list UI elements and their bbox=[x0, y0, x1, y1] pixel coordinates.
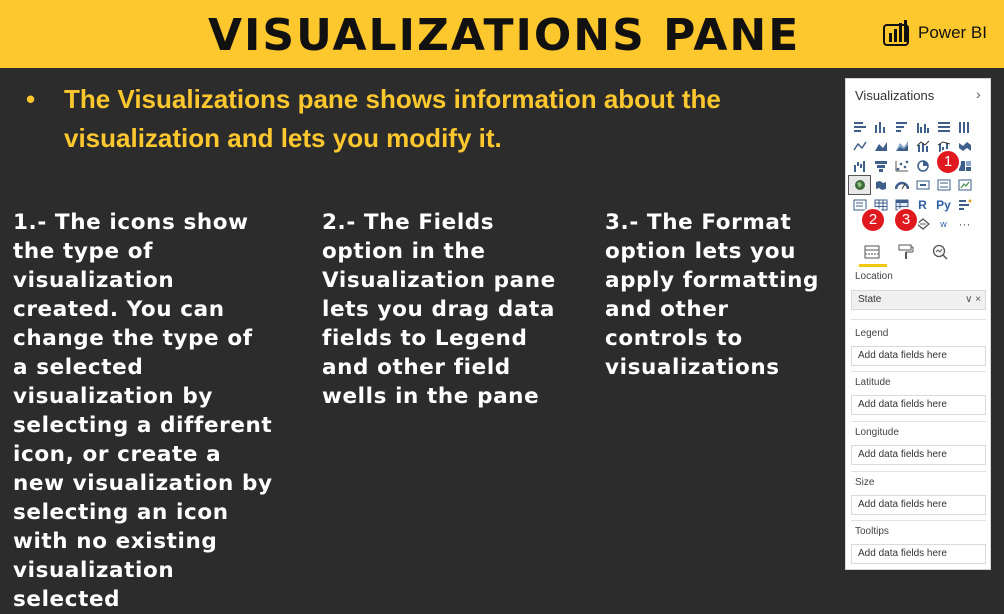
power-bi-logo: Power BI bbox=[882, 16, 987, 50]
line-chart-icon[interactable] bbox=[849, 137, 870, 155]
icon-row bbox=[849, 137, 989, 157]
treemap-icon[interactable] bbox=[954, 157, 975, 175]
area-chart-icon[interactable] bbox=[870, 137, 891, 155]
funnel-icon[interactable] bbox=[870, 157, 891, 175]
tooltips-well[interactable]: Add data fields here bbox=[851, 544, 986, 564]
gauge-icon[interactable] bbox=[891, 176, 912, 194]
chevron-right-icon[interactable]: › bbox=[976, 86, 981, 102]
latitude-well[interactable]: Add data fields here bbox=[851, 395, 986, 415]
table-icon[interactable] bbox=[870, 196, 891, 214]
page-title: VISUALIZATIONS PANE bbox=[208, 10, 801, 61]
intro-text: The Visualizations pane shows informatio… bbox=[64, 84, 721, 153]
stacked-column-chart-icon[interactable] bbox=[870, 118, 891, 136]
r-visual-icon[interactable]: R bbox=[918, 197, 927, 212]
filled-map-icon[interactable] bbox=[870, 176, 891, 194]
well-label-latitude: Latitude bbox=[855, 377, 891, 388]
stacked-area-chart-icon[interactable] bbox=[891, 137, 912, 155]
well-label-size: Size bbox=[855, 477, 875, 488]
pane-title: Visualizations bbox=[855, 88, 935, 103]
slicer-icon[interactable] bbox=[849, 196, 870, 214]
pie-chart-icon[interactable] bbox=[912, 157, 933, 175]
word-cloud-icon[interactable]: w bbox=[940, 219, 947, 230]
format-explanation: 3.- The Format option lets you apply for… bbox=[605, 210, 820, 380]
callout-badge-1: 1 bbox=[935, 149, 961, 175]
fields-icon[interactable] bbox=[859, 240, 885, 264]
card-icon[interactable] bbox=[912, 176, 933, 194]
pane-tabs bbox=[851, 237, 987, 267]
icon-row: R Py bbox=[849, 195, 989, 215]
location-value: State bbox=[858, 294, 882, 305]
fields-explanation: 2.- The Fields option in the Visualizati… bbox=[322, 210, 556, 409]
bullet-marker: • bbox=[26, 84, 36, 114]
ribbon-chart-icon[interactable] bbox=[954, 137, 975, 155]
100-stacked-column-chart-icon[interactable] bbox=[954, 118, 975, 136]
clustered-bar-chart-icon[interactable] bbox=[891, 118, 912, 136]
size-well[interactable]: Add data fields here bbox=[851, 495, 986, 515]
multi-row-card-icon[interactable] bbox=[933, 176, 954, 194]
icon-row bbox=[849, 117, 989, 137]
format-paintroller-icon[interactable] bbox=[893, 240, 919, 264]
callout-badge-3: 3 bbox=[893, 207, 919, 233]
waterfall-chart-icon[interactable] bbox=[849, 157, 870, 175]
kpi-icon[interactable] bbox=[954, 176, 975, 194]
well-label-longitude: Longitude bbox=[855, 427, 899, 438]
icon-row bbox=[849, 156, 989, 176]
line-and-column-chart-icon[interactable] bbox=[912, 137, 933, 155]
icon-row bbox=[848, 175, 989, 196]
power-bi-icon bbox=[883, 20, 909, 46]
brand-label: Power BI bbox=[918, 23, 987, 42]
analytics-icon[interactable] bbox=[927, 240, 953, 264]
well-label-legend: Legend bbox=[855, 328, 889, 339]
well-divider bbox=[851, 421, 986, 422]
ellipsis-icon[interactable]: ··· bbox=[958, 217, 971, 232]
well-divider bbox=[851, 471, 986, 472]
well-divider bbox=[851, 319, 986, 320]
well-label-location: Location bbox=[855, 271, 893, 282]
title-banner: VISUALIZATIONS PANE Power BI bbox=[0, 0, 1004, 68]
visualizations-pane: Visualizations › bbox=[845, 78, 991, 570]
well-divider bbox=[851, 520, 986, 521]
scatter-chart-icon[interactable] bbox=[891, 157, 912, 175]
well-label-tooltips: Tooltips bbox=[855, 526, 889, 537]
visual-icon-grid: R Py w ··· bbox=[848, 117, 989, 234]
active-tab-indicator bbox=[859, 264, 887, 267]
stacked-bar-chart-icon[interactable] bbox=[849, 118, 870, 136]
icons-explanation: 1.- The icons show the type of visualiza… bbox=[13, 210, 273, 612]
well-controls[interactable]: ∨ × bbox=[965, 294, 981, 305]
python-visual-icon[interactable]: Py bbox=[936, 197, 951, 212]
key-influencers-icon[interactable] bbox=[954, 196, 975, 214]
100-stacked-bar-chart-icon[interactable] bbox=[933, 118, 954, 136]
well-divider bbox=[851, 371, 986, 372]
legend-well[interactable]: Add data fields here bbox=[851, 346, 986, 366]
longitude-well[interactable]: Add data fields here bbox=[851, 445, 986, 465]
map-icon[interactable] bbox=[848, 175, 871, 196]
callout-badge-2: 2 bbox=[860, 207, 886, 233]
clustered-column-chart-icon[interactable] bbox=[912, 118, 933, 136]
location-well[interactable]: State ∨ × bbox=[851, 290, 986, 310]
